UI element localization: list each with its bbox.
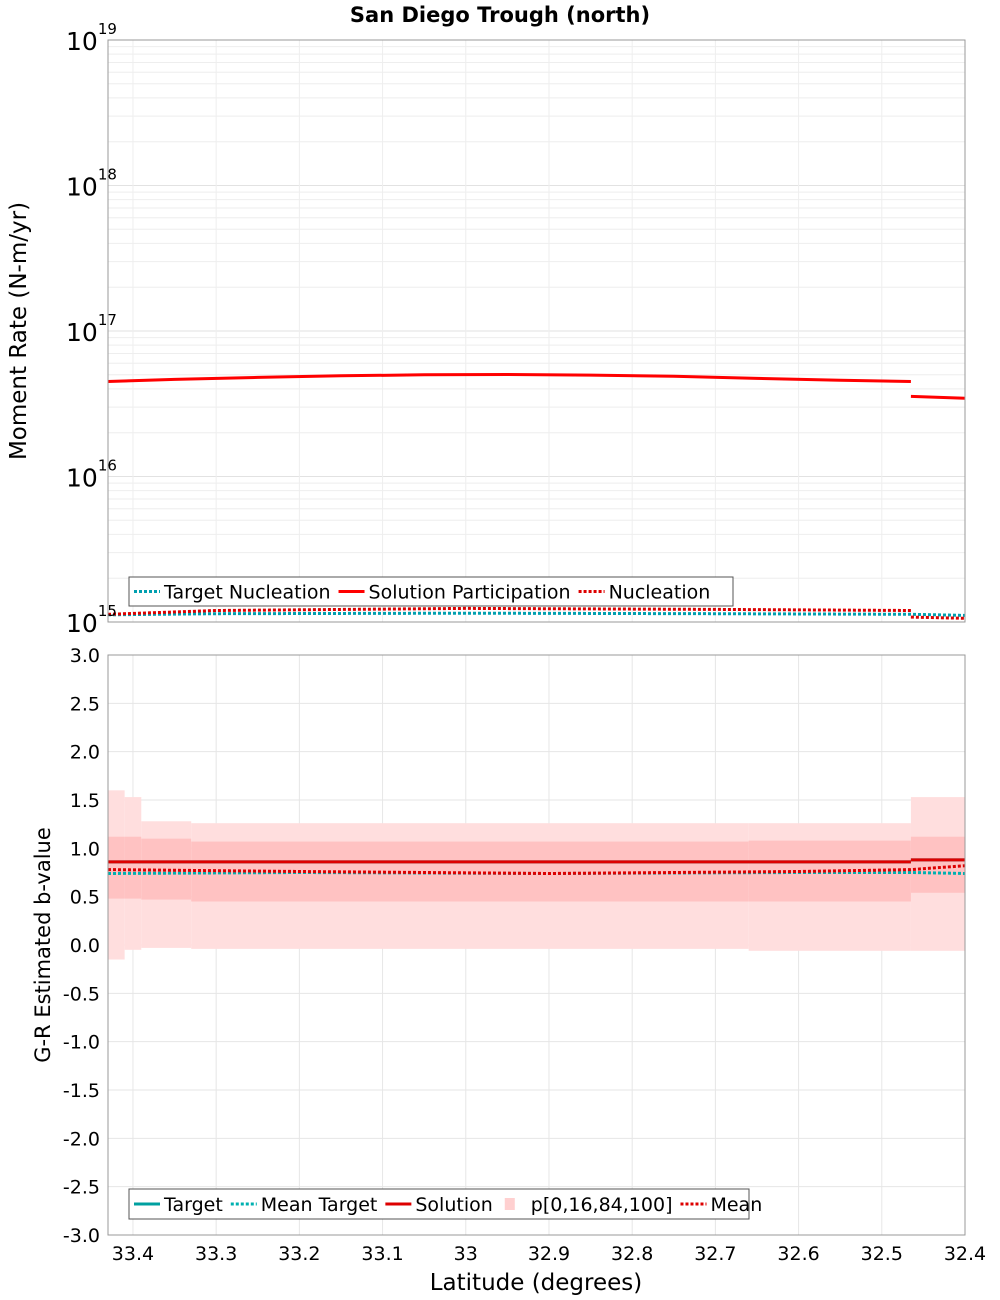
legend-box <box>128 1188 750 1220</box>
legend-label-p-0-16-84-100: p[0,16,84,100] <box>531 1194 673 1216</box>
moment-rate-frame <box>107 39 966 623</box>
percentile-band-inner <box>910 836 965 893</box>
b-value-y-tick-label: -2.5 <box>63 1177 100 1199</box>
legend-label-mean: Mean <box>710 1194 762 1216</box>
latitude-x-tick-label: 33.1 <box>361 1243 403 1265</box>
legend-swatch-band <box>504 1198 515 1210</box>
moment-rate-series <box>107 372 966 620</box>
b-value-frame <box>107 654 966 1236</box>
legend-label-target: Target <box>163 1194 223 1216</box>
latitude-x-tick-label: 32.9 <box>528 1243 570 1265</box>
moment-rate-grid <box>108 40 966 623</box>
moment-rate-series-solution-participation <box>107 372 911 383</box>
latitude-x-tick-label: 33.4 <box>112 1243 154 1265</box>
legend-box <box>128 576 734 607</box>
moment-rate-y-tick-exponent: 15 <box>98 602 117 620</box>
latitude-x-tick-label: 33.2 <box>278 1243 320 1265</box>
legend-label-mean-target: Mean Target <box>261 1194 378 1216</box>
moment-rate-y-tick-exponent: 18 <box>98 166 117 184</box>
chart-title: San Diego Trough (north) <box>350 3 650 27</box>
percentile-band-inner <box>124 836 142 899</box>
moment-rate-y-tick-exponent: 17 <box>98 311 117 329</box>
legend-label-solution-participation: Solution Participation <box>369 582 571 604</box>
moment-rate-series-nucleation <box>107 606 911 616</box>
moment-rate-legend: Target Nucleation Solution Participation N… <box>128 576 734 607</box>
b-value-series <box>107 858 966 876</box>
moment-rate-series-nucleation-south-segment <box>910 615 966 620</box>
b-value-y-tick-label: -2.0 <box>63 1128 100 1150</box>
b-value-y-tick-label: 3.0 <box>70 645 100 667</box>
b-value-y-tick-label: 0.5 <box>70 887 100 909</box>
latitude-x-tick-label: 33.3 <box>195 1243 237 1265</box>
latitude-x-tick-label: 33 <box>454 1243 478 1265</box>
b-value-y-tick-label: 1.0 <box>70 838 100 860</box>
percentile-band-inner <box>108 836 125 899</box>
b-value-y-axis-label: G-R Estimated b-value <box>31 827 55 1063</box>
latitude-x-tick-label: 32.7 <box>694 1243 736 1265</box>
b-value-panel: 3.0 2.5 2.0 1.5 1.0 0.5 0.0 -0.5 -1.0 -1.5 -2.0 -2.… <box>31 645 986 1296</box>
b-value-y-tick-label: -1.0 <box>63 1032 100 1054</box>
b-value-series-mean <box>107 864 966 876</box>
legend-label-nucleation: Nucleation <box>609 582 711 604</box>
latitude-x-tick-label: 32.4 <box>944 1243 986 1265</box>
latitude-x-tick-labels: 33.4 33.3 33.2 33.1 33 32.9 32.8 32.7 32.6 32.5 32… <box>112 1243 986 1265</box>
moment-rate-series-target-nucleation <box>107 611 966 617</box>
b-value-legend: Target Mean Target Solution p[0,16,84,100] M… <box>128 1188 762 1220</box>
b-value-percentile-bands <box>108 790 965 960</box>
b-value-y-tick-label: -3.0 <box>63 1225 100 1247</box>
latitude-x-tick-label: 32.6 <box>777 1243 819 1265</box>
moment-rate-y-tick-exponent: 19 <box>98 20 117 38</box>
moment-rate-y-tick-exponent: 16 <box>98 457 117 475</box>
b-value-y-tick-label: 2.0 <box>70 742 100 764</box>
moment-rate-y-axis-label: Moment Rate (N-m/yr) <box>6 202 32 460</box>
legend-label-target-nucleation: Target Nucleation <box>163 582 331 604</box>
legend-label-solution: Solution <box>415 1194 492 1216</box>
latitude-x-tick-label: 32.5 <box>861 1243 903 1265</box>
moment-rate-series-solution-participation-south-segment <box>910 394 966 400</box>
b-value-y-tick-labels: 3.0 2.5 2.0 1.5 1.0 0.5 0.0 -0.5 -1.0 -1.5 -2.0 -2.… <box>63 645 100 1247</box>
latitude-x-tick-label: 32.8 <box>611 1243 653 1265</box>
b-value-y-tick-label: 2.5 <box>70 693 100 715</box>
latitude-x-axis-label: Latitude (degrees) <box>430 1270 643 1296</box>
b-value-y-tick-label: 1.5 <box>70 790 100 812</box>
b-value-y-tick-label: 0.0 <box>70 935 100 957</box>
b-value-y-tick-label: -1.5 <box>63 1080 100 1102</box>
b-value-y-tick-label: -0.5 <box>63 983 100 1005</box>
